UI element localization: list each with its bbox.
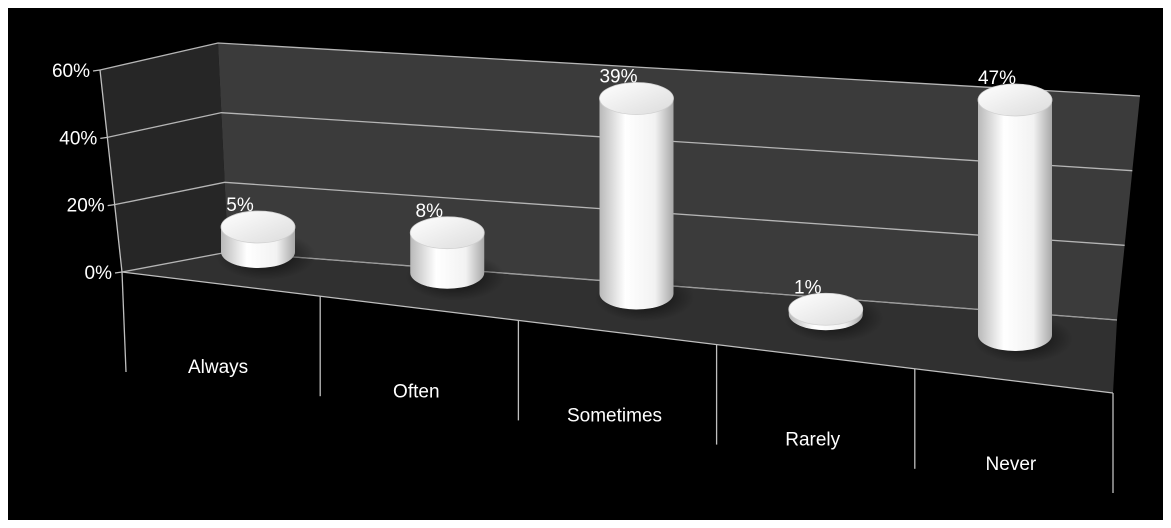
y-tick-label: 0% [85,263,113,284]
floor [122,252,1117,393]
data-labels: 5% 8% 39% 1% 47% [226,67,1016,299]
category-label: Often [393,381,439,402]
data-label: 39% [599,67,637,88]
y-axis-line [99,69,123,273]
bars [216,82,1073,363]
y-tick-mark [107,204,115,207]
y-tick-mark [100,136,108,139]
category-label: Never [986,454,1037,475]
gridline [114,181,1125,246]
data-label: 5% [226,195,254,216]
bar-sometimes [599,98,674,310]
y-tick-mark [114,271,123,274]
data-label: 1% [794,277,822,298]
axes [99,69,1118,493]
category-label: Always [188,357,248,378]
gridline [99,42,1141,97]
y-tick-label: 20% [67,196,105,217]
gridline [107,112,1133,172]
data-label: 8% [416,201,444,222]
side-wall [100,43,228,272]
category-label: Rarely [785,430,840,451]
bar-top-cap [220,210,296,244]
y-tick-mark [92,69,101,72]
bar-top-cap [788,292,864,326]
y-tick-label: 60% [52,61,90,82]
y-axis-ticks: 0% 20% 40% 60% [52,61,123,284]
data-label: 47% [978,68,1016,89]
category-label: Sometimes [567,406,662,427]
bar-top-cap [599,82,674,115]
x-axis-line [121,271,1114,394]
y-tick-label: 40% [59,128,97,149]
bar-top-cap [409,216,485,250]
category-divider [121,271,127,373]
bar-top-cap [977,83,1053,117]
x-axis-categories: Always Often Sometimes Rarely Never [188,357,1037,475]
bar-never [978,100,1052,351]
